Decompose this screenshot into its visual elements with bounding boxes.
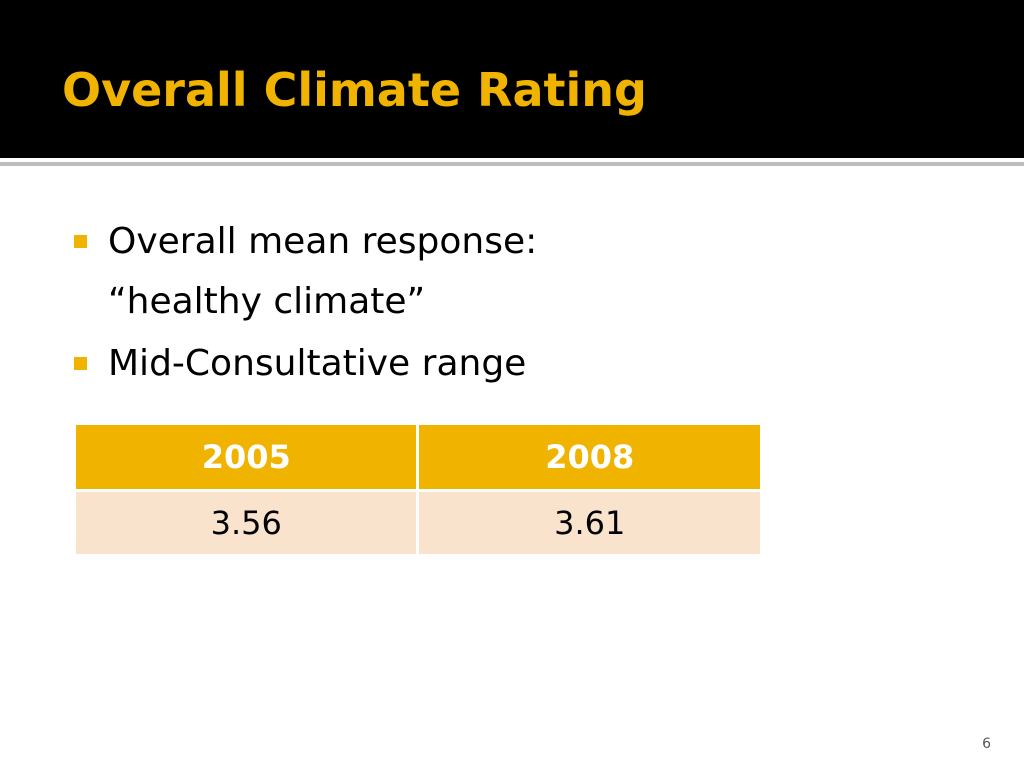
title-divider: [0, 162, 1024, 166]
rating-table: 2005 2008 3.56 3.61: [76, 425, 760, 554]
table-header-cell: 2008: [416, 425, 760, 492]
bullet-2-text: Mid-Consultative range: [108, 343, 527, 384]
bullet-1-text: Overall mean response:: [108, 221, 538, 262]
table-header-row: 2005 2008: [76, 425, 760, 492]
title-bar: [0, 0, 1024, 158]
bullet-marker-icon: [74, 235, 87, 248]
bullet-1-continuation: “healthy climate”: [108, 281, 426, 322]
slide-number: 6: [982, 736, 991, 752]
table-cell: 3.56: [76, 492, 417, 554]
table-header-cell: 2005: [76, 425, 417, 492]
bullet-marker-icon: [74, 357, 87, 370]
table-row: 3.56 3.61: [76, 492, 760, 554]
slide-title: Overall Climate Rating: [62, 63, 647, 117]
table-cell: 3.61: [416, 492, 760, 554]
